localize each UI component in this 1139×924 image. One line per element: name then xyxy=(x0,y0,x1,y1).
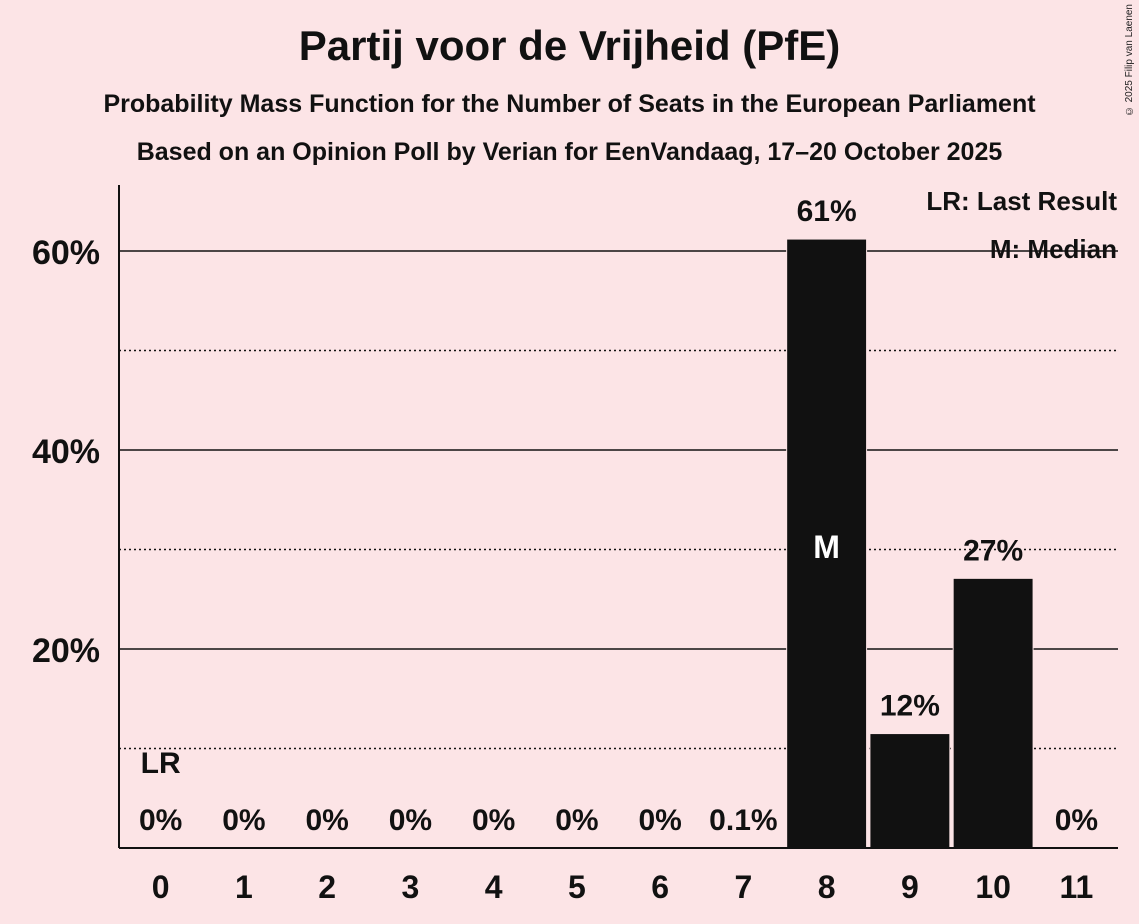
x-tick-label: 2 xyxy=(318,869,336,905)
gridlines xyxy=(119,250,1118,750)
legend-median: M: Median xyxy=(990,234,1117,264)
axes xyxy=(118,185,1118,849)
data-label: 0% xyxy=(638,804,681,837)
chart-subtitle: Probability Mass Function for the Number… xyxy=(103,90,1036,118)
x-tick-label: 9 xyxy=(901,869,919,905)
data-label: 0% xyxy=(472,804,515,837)
data-label: 27% xyxy=(963,534,1023,567)
data-label: 12% xyxy=(880,690,940,723)
x-tick-label: 4 xyxy=(485,869,503,905)
x-tick-label: 3 xyxy=(401,869,419,905)
y-tick-label: 20% xyxy=(32,632,100,670)
bars xyxy=(786,238,1034,849)
data-label: 0% xyxy=(305,804,348,837)
data-label: 0.1% xyxy=(709,804,777,837)
x-tick-label: 8 xyxy=(818,869,836,905)
data-label: 0% xyxy=(222,804,265,837)
x-tick-label: 0 xyxy=(152,869,170,905)
x-tick-label: 10 xyxy=(975,869,1011,905)
last-result-marker: LR xyxy=(141,747,181,780)
data-label: 0% xyxy=(139,804,182,837)
data-label: 61% xyxy=(797,195,857,228)
x-tick-label: 11 xyxy=(1059,869,1093,905)
bar-seat-10 xyxy=(952,577,1034,849)
y-tick-label: 60% xyxy=(32,234,100,272)
bar-seat-8 xyxy=(786,238,868,849)
x-tick-label: 1 xyxy=(235,869,253,905)
data-label: 0% xyxy=(555,804,598,837)
y-tick-label: 40% xyxy=(32,433,100,471)
chart-source-subtitle: Based on an Opinion Poll by Verian for E… xyxy=(136,138,1003,166)
x-tick-label: 5 xyxy=(568,869,586,905)
x-tick-label: 7 xyxy=(734,869,752,905)
data-label: 0% xyxy=(389,804,432,837)
bar-seat-9 xyxy=(869,733,951,849)
median-marker: M xyxy=(813,529,840,565)
x-tick-label: 6 xyxy=(651,869,669,905)
labels: 20%40%60%00%10%20%30%40%50%60%70.1%861%9… xyxy=(32,195,1098,905)
data-label: 0% xyxy=(1055,804,1098,837)
chart-title: Partij voor de Vrijheid (PfE) xyxy=(298,22,841,69)
legend-last-result: LR: Last Result xyxy=(926,186,1117,216)
